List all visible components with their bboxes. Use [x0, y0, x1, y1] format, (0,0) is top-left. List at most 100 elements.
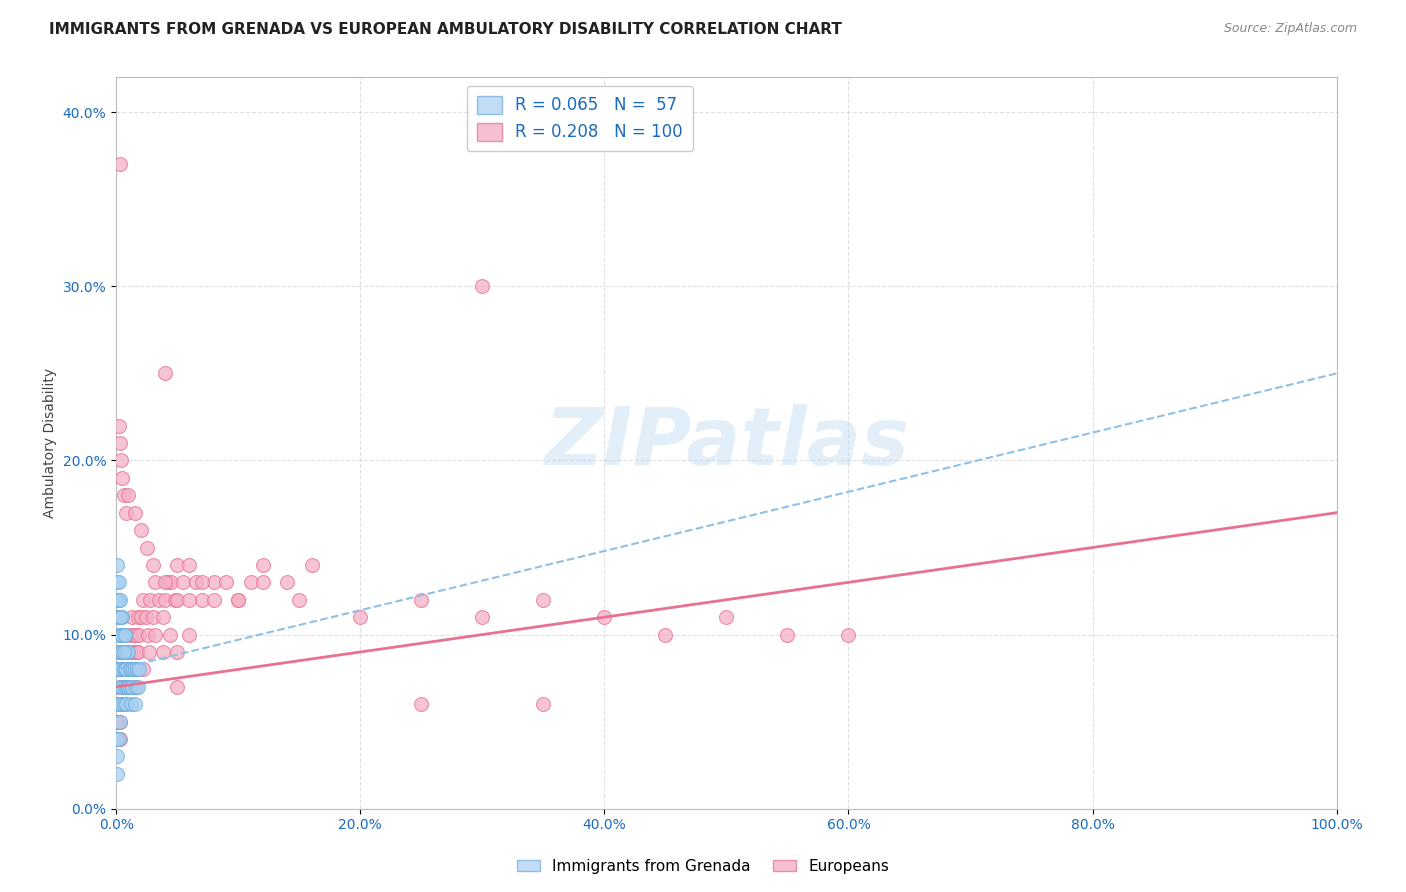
Point [111, 662, 134, 676]
Point [107, 610, 129, 624]
Point [654, 627, 676, 641]
Point [148, 592, 170, 607]
Point [111, 627, 134, 641]
Point [108, 680, 131, 694]
Point [125, 662, 148, 676]
Point [111, 610, 134, 624]
Point [117, 645, 139, 659]
Point [117, 680, 139, 694]
Point [112, 697, 135, 711]
Point [111, 680, 134, 694]
Point [139, 592, 162, 607]
Point [115, 662, 138, 676]
Point [114, 627, 136, 641]
Point [132, 592, 155, 607]
Point [107, 662, 129, 676]
Point [716, 610, 738, 624]
Point [837, 627, 859, 641]
Point [108, 592, 131, 607]
Point [107, 645, 129, 659]
Point [117, 680, 139, 694]
Point [107, 767, 129, 781]
Point [108, 157, 131, 171]
Point [110, 645, 132, 659]
Point [135, 610, 157, 624]
Point [226, 592, 249, 607]
Point [184, 575, 207, 590]
Point [107, 610, 129, 624]
Point [120, 645, 142, 659]
Y-axis label: Ambulatory Disability: Ambulatory Disability [44, 368, 58, 518]
Point [202, 575, 225, 590]
Point [156, 575, 179, 590]
Point [135, 541, 157, 555]
Point [112, 627, 135, 641]
Point [215, 575, 238, 590]
Point [136, 627, 159, 641]
Point [125, 645, 148, 659]
Point [166, 680, 188, 694]
Point [153, 592, 176, 607]
Point [120, 697, 142, 711]
Point [115, 645, 138, 659]
Point [107, 732, 129, 747]
Point [593, 610, 616, 624]
Point [107, 697, 129, 711]
Point [117, 680, 139, 694]
Point [202, 592, 225, 607]
Point [166, 558, 188, 572]
Point [143, 627, 166, 641]
Point [114, 645, 136, 659]
Point [112, 680, 135, 694]
Point [114, 680, 136, 694]
Point [107, 732, 129, 747]
Text: ZIPatlas: ZIPatlas [544, 404, 908, 482]
Point [153, 367, 176, 381]
Point [108, 732, 131, 747]
Point [124, 697, 146, 711]
Point [179, 592, 201, 607]
Point [111, 471, 134, 485]
Point [112, 662, 135, 676]
Point [143, 575, 166, 590]
Point [122, 662, 145, 676]
Point [226, 592, 249, 607]
Point [142, 558, 165, 572]
Point [138, 645, 160, 659]
Legend: Immigrants from Grenada, Europeans: Immigrants from Grenada, Europeans [510, 853, 896, 880]
Point [114, 627, 136, 641]
Point [117, 488, 139, 502]
Point [107, 732, 129, 747]
Point [288, 592, 311, 607]
Point [128, 662, 150, 676]
Point [153, 575, 176, 590]
Point [117, 645, 139, 659]
Point [471, 610, 494, 624]
Point [115, 506, 138, 520]
Point [108, 436, 131, 450]
Point [127, 610, 149, 624]
Point [124, 680, 146, 694]
Point [118, 627, 141, 641]
Point [132, 662, 155, 676]
Point [276, 575, 298, 590]
Point [108, 714, 131, 729]
Point [117, 645, 139, 659]
Point [107, 627, 129, 641]
Point [349, 610, 371, 624]
Point [117, 680, 139, 694]
Point [107, 697, 129, 711]
Point [142, 610, 165, 624]
Point [111, 627, 134, 641]
Point [108, 680, 131, 694]
Point [124, 662, 146, 676]
Point [115, 697, 138, 711]
Point [252, 575, 274, 590]
Point [107, 662, 129, 676]
Point [120, 662, 142, 676]
Point [124, 645, 146, 659]
Point [112, 645, 135, 659]
Point [531, 592, 554, 607]
Point [179, 627, 201, 641]
Point [110, 680, 132, 694]
